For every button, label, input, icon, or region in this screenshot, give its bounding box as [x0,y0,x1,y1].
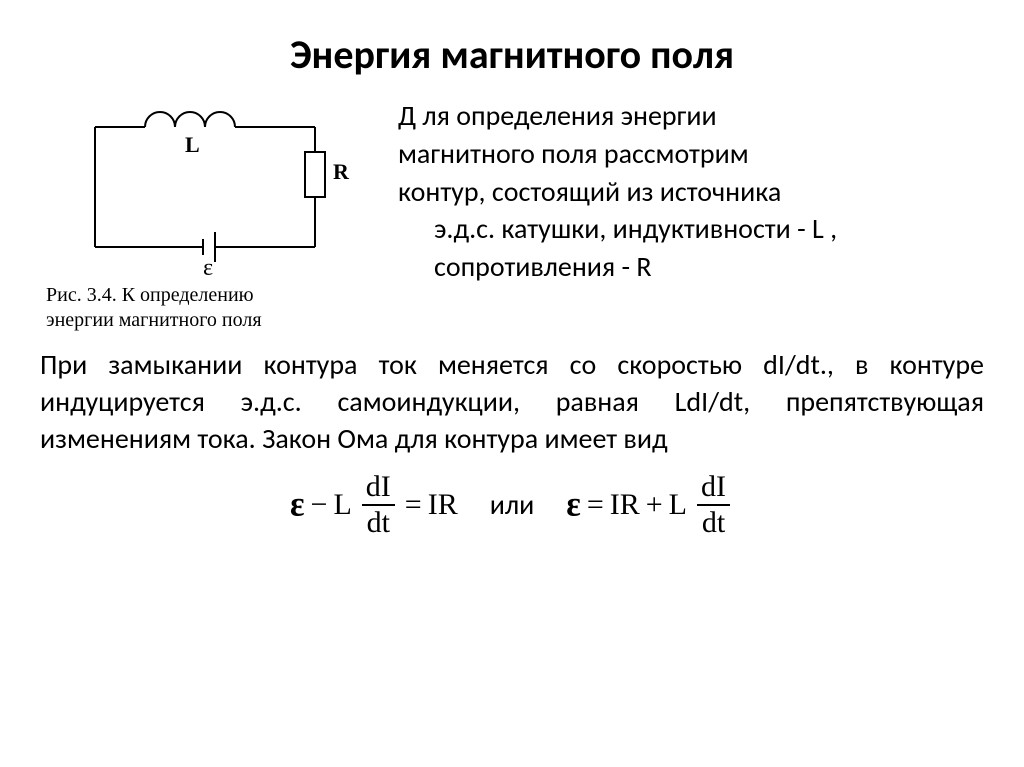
formula-right: ε = IR + L dI dt [566,472,734,538]
figure-caption: Рис. 3.4. К определению энергии магнитно… [46,283,380,333]
figure-block: L R ε Рис. 3.4. К определению энергии ма… [40,97,380,333]
intro-rest: э.д.с. катушки, индуктивности - L , сопр… [398,210,984,286]
sym-eq-1: = [405,488,422,522]
label-eps: ε [203,255,213,277]
sym-IR-1: IR [428,488,458,522]
frac-1-den: dt [363,506,394,538]
label-R: R [333,159,350,184]
intro-text: Д ля определения энергии магнитного поля… [398,97,984,286]
label-L: L [185,132,200,157]
figure-caption-line1: Рис. 3.4. К определению [46,284,254,306]
figure-caption-line2: энергии магнитного поля [46,309,262,331]
sym-eps-1: ε [290,485,305,525]
frac-1: dI dt [362,472,395,538]
frac-1-num: dI [362,472,395,506]
body-paragraph: При замыкании контура ток меняется со ск… [40,347,984,458]
sym-eps-2: ε [566,485,581,525]
circuit-diagram: L R ε [65,97,355,277]
sym-eq-2: = [587,488,604,522]
intro-line2: магнитного поля рассмотрим [398,135,984,173]
sym-plus: + [646,488,663,522]
sym-IR-2: IR [610,488,640,522]
intro-line3: контур, состоящий из источника [398,173,984,211]
top-row: L R ε Рис. 3.4. К определению энергии ма… [40,97,984,333]
frac-2-num: dI [697,472,730,506]
sym-L-2: L [669,488,687,522]
formula-left: ε − L dI dt = IR [290,472,458,538]
sym-L-1: L [333,488,351,522]
page-title: Энергия магнитного поля [40,30,984,79]
sym-minus: − [311,488,328,522]
intro-line1: Д ля определения энергии [398,97,984,135]
formula-sep: или [476,487,549,522]
frac-2: dI dt [697,472,730,538]
formula: ε − L dI dt = IR или ε = IR + L dI dt [40,472,984,538]
frac-2-den: dt [698,506,729,538]
